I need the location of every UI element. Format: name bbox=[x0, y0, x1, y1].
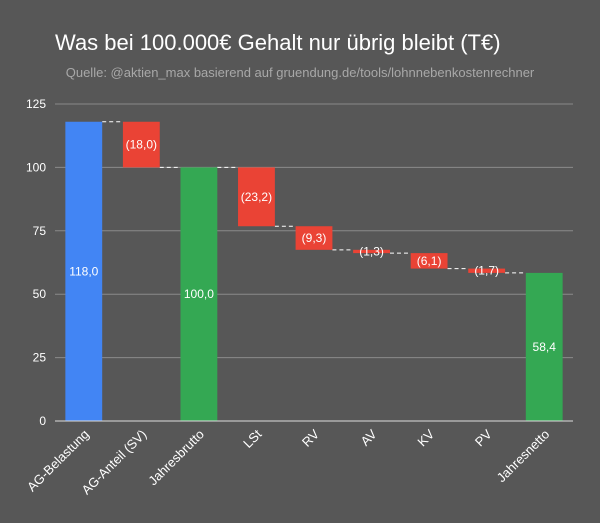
y-axis-ticks: 0 25 50 75 100 125 bbox=[26, 97, 46, 428]
y-tick-label: 25 bbox=[33, 351, 47, 365]
data-label: (6,1) bbox=[417, 254, 442, 268]
bar-total bbox=[525, 272, 563, 421]
data-label: 58,4 bbox=[533, 340, 557, 354]
x-tick-label: KV bbox=[414, 426, 437, 449]
data-label: 100,0 bbox=[184, 287, 214, 301]
data-label: (1,3) bbox=[359, 244, 384, 258]
y-tick-label: 0 bbox=[39, 414, 46, 428]
bar-decrease bbox=[238, 167, 275, 227]
x-tick-label: RV bbox=[299, 426, 322, 449]
data-label: (18,0) bbox=[126, 138, 157, 152]
data-label: (23,2) bbox=[241, 190, 272, 204]
x-tick-label: PV bbox=[472, 426, 495, 449]
y-tick-label: 100 bbox=[26, 160, 46, 174]
bar-total bbox=[180, 167, 218, 421]
bar-total bbox=[65, 121, 103, 421]
value-labels: 118,0 (18,0) 100,0 (23,2) (9,3) (1,3) (6,1) (1,… bbox=[69, 138, 556, 354]
bars bbox=[65, 121, 563, 421]
bar-decrease bbox=[122, 121, 160, 168]
data-label: (9,3) bbox=[302, 231, 327, 245]
x-tick-label: Jahresnetto bbox=[494, 427, 553, 486]
chart-subtitle: Quelle: @aktien_max basierend auf gruend… bbox=[66, 65, 535, 80]
data-label: (1,7) bbox=[474, 264, 499, 278]
y-tick-label: 75 bbox=[33, 224, 47, 238]
chart-title: Was bei 100.000€ Gehalt nur übrig bleibt… bbox=[55, 30, 501, 55]
data-label: 118,0 bbox=[69, 264, 98, 278]
y-tick-label: 50 bbox=[33, 287, 47, 301]
x-tick-label: LSt bbox=[240, 426, 265, 451]
bar-decrease bbox=[468, 268, 506, 273]
connectors bbox=[102, 121, 526, 274]
bar-decrease bbox=[410, 253, 448, 269]
x-tick-label: AV bbox=[357, 426, 379, 448]
x-tick-label: Jahresbrutto bbox=[145, 427, 207, 489]
y-tick-label: 125 bbox=[26, 97, 46, 111]
bar-decrease bbox=[353, 249, 390, 254]
bar-decrease bbox=[295, 226, 333, 250]
